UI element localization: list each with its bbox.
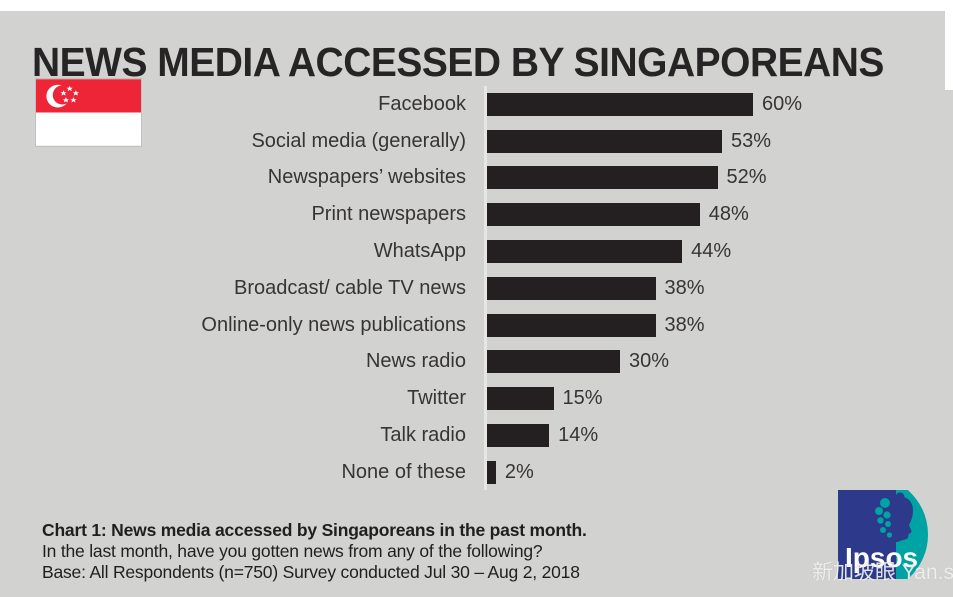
- bar: [487, 460, 496, 484]
- category-label: WhatsApp: [373, 240, 466, 263]
- value-label: 53%: [731, 129, 772, 152]
- bar-zone: 48%: [487, 203, 749, 227]
- bar-row: None of these 2%: [30, 454, 910, 491]
- bar-row: WhatsApp 44%: [30, 233, 910, 270]
- value-label: 38%: [664, 313, 705, 336]
- bar: [487, 424, 550, 448]
- footer-question-text: In the last month, have you gotten news …: [42, 540, 543, 561]
- chart-axis-line: [484, 86, 487, 490]
- bar: [487, 203, 700, 227]
- bar-row: Facebook 60%: [30, 86, 910, 123]
- bar-zone: 14%: [487, 424, 599, 448]
- bar-row: Newspapers’ websites 52%: [30, 160, 910, 197]
- footer-base-text: Base: All Respondents (n=750) Survey con…: [42, 561, 580, 582]
- category-label: Facebook: [378, 92, 466, 115]
- footer-notes: Chart 1: News media accessed by Singapor…: [42, 520, 587, 582]
- category-label: News radio: [365, 350, 466, 373]
- bar: [487, 276, 656, 300]
- ipsos-logo: Ipsos: [838, 490, 928, 579]
- value-label: 52%: [726, 166, 767, 189]
- value-label: 15%: [562, 387, 603, 410]
- bar-zone: 30%: [487, 350, 670, 374]
- flag-stars: [60, 85, 79, 103]
- bar-row: News radio 30%: [30, 344, 910, 381]
- category-label: Talk radio: [380, 424, 466, 447]
- bar-row: Talk radio 14%: [30, 417, 910, 454]
- bar-zone: 2%: [487, 460, 534, 484]
- bar-zone: 60%: [487, 92, 803, 116]
- bar-zone: 53%: [487, 129, 772, 153]
- bar-row: Broadcast/ cable TV news 38%: [30, 270, 910, 307]
- slide-background-right-strip: [945, 90, 953, 597]
- bar-zone: 52%: [487, 166, 767, 190]
- value-label: 60%: [762, 92, 803, 115]
- bar-row: Twitter 15%: [30, 380, 910, 417]
- footer-chart-caption: Chart 1: News media accessed by Singapor…: [42, 520, 587, 540]
- value-label: 44%: [691, 240, 732, 263]
- bar-row: Online-only news publications 38%: [30, 307, 910, 344]
- page-title: NEWS MEDIA ACCESSED BY SINGAPOREANS: [32, 39, 884, 86]
- value-label: 48%: [708, 203, 749, 226]
- bar-zone: 15%: [487, 387, 603, 411]
- bar: [487, 129, 722, 153]
- value-label: 30%: [629, 350, 670, 373]
- ipsos-logo-wordmark: Ipsos: [845, 542, 918, 573]
- value-label: 38%: [664, 276, 705, 299]
- category-label: None of these: [341, 460, 466, 483]
- category-label: Print newspapers: [311, 203, 466, 226]
- bar: [487, 313, 656, 337]
- singapore-flag-icon: [36, 79, 141, 146]
- bar: [487, 350, 620, 374]
- bar-zone: 44%: [487, 240, 732, 264]
- bar-zone: 38%: [487, 276, 705, 300]
- category-label: Twitter: [407, 387, 466, 410]
- bar-row: Print newspapers 48%: [30, 196, 910, 233]
- value-label: 2%: [504, 460, 534, 483]
- bar-row: Social media (generally) 53%: [30, 123, 910, 160]
- value-label: 14%: [558, 424, 599, 447]
- category-label: Online-only news publications: [201, 313, 466, 336]
- category-label: Social media (generally): [251, 129, 466, 152]
- flag-white-band: [36, 112, 141, 146]
- bar-zone: 38%: [487, 313, 705, 337]
- category-label: Broadcast/ cable TV news: [234, 276, 466, 299]
- watermark-text: 新加坡眼 Yan.sg: [812, 561, 953, 584]
- category-label: Newspapers’ websites: [267, 166, 466, 189]
- bar-chart: Facebook 60% Social media (generally) 53…: [30, 86, 910, 491]
- slide-background: [0, 11, 945, 597]
- bar: [487, 240, 683, 264]
- bar: [487, 166, 718, 190]
- profile-silhouette-icon: [875, 492, 913, 543]
- bar: [487, 387, 554, 411]
- bar: [487, 92, 753, 116]
